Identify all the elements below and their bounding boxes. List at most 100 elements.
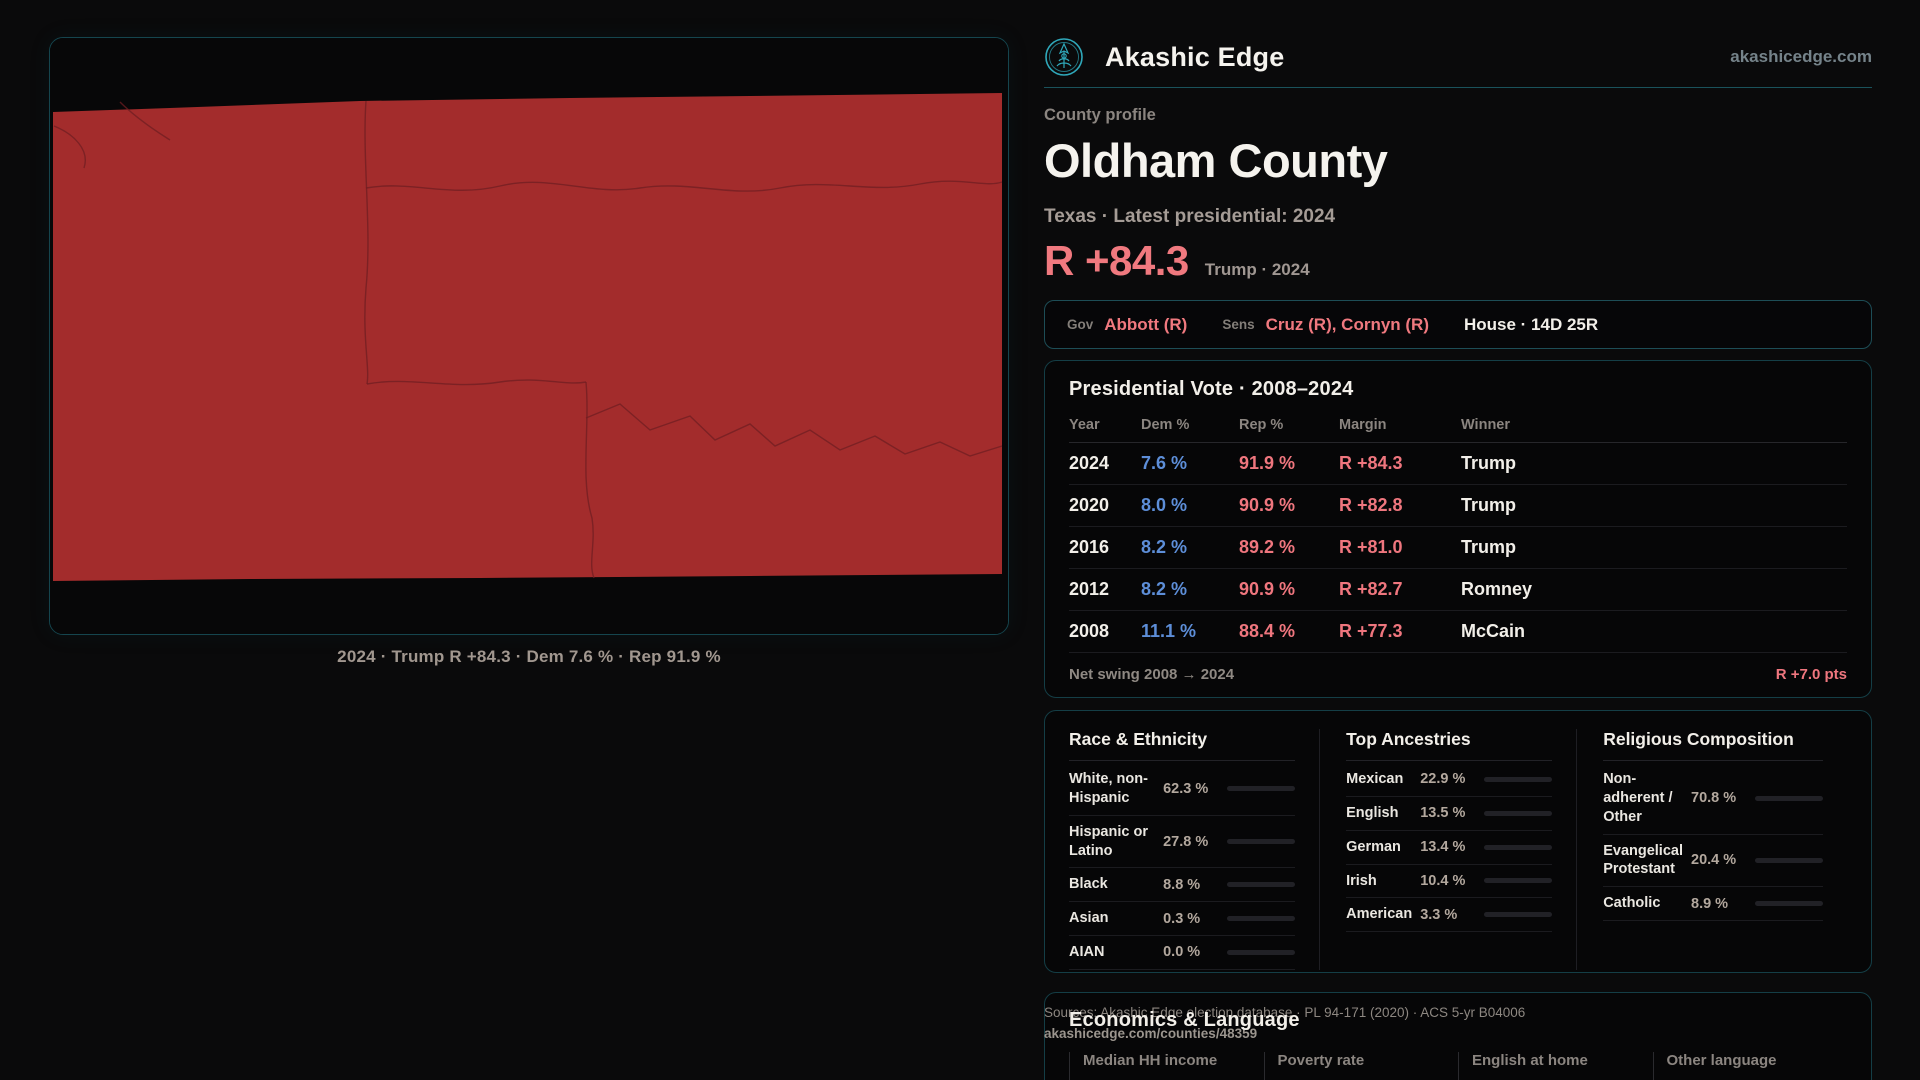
stat-value: 22.9 % (1420, 771, 1466, 788)
map-caption: 2024 · Trump R +84.3 · Dem 7.6 % · Rep 9… (337, 647, 721, 666)
stat-box-label: Median HH income (1083, 1052, 1218, 1069)
stat-bar (1755, 901, 1823, 907)
gov-value: Abbott (R) (1104, 314, 1188, 334)
margin-cell: R +82.8 (1339, 484, 1461, 527)
margin-cell: R +81.0 (1339, 526, 1461, 569)
map-card (49, 37, 1009, 635)
stat-value: 13.5 % (1420, 805, 1466, 822)
stat-value: 10.4 % (1420, 872, 1466, 889)
stat-box-value: 14.0 % (1667, 1076, 1848, 1080)
source-note: Sources: Akashic Edge election database … (1044, 1003, 1525, 1045)
winner-cell: Trump (1461, 442, 1847, 485)
winner-cell: Romney (1461, 568, 1847, 611)
officials-bar: Gov Abbott (R) Sens Cruz (R), Cornyn (R)… (1044, 300, 1872, 349)
stat-value: 8.8 % (1163, 876, 1201, 893)
kicker: County profile (1044, 106, 1156, 124)
stat-label: Evangelical Protestant (1603, 842, 1683, 878)
stat-row: Black 8.8 % (1069, 868, 1296, 903)
gov-label: Gov (1067, 317, 1094, 332)
margin-caption: Trump · 2024 (1204, 260, 1310, 279)
sens-value: Cruz (R), Cornyn (R) (1265, 314, 1429, 334)
margin-cell: R +77.3 (1339, 610, 1461, 653)
stat-box: Median HH income $73,929 (1069, 1052, 1264, 1080)
col-header-winner: Winner (1461, 411, 1847, 443)
pres-table-title: Presidential Vote · 2008–2024 (1069, 378, 1354, 400)
col-header-dem: Dem % (1141, 411, 1239, 443)
header-divider (1044, 87, 1872, 88)
stat-label: Non-adherent / Other (1603, 771, 1673, 825)
table-row: 2012 8.2 % 90.9 % R +82.7 Romney (1069, 568, 1847, 611)
ancestries-section: Top Ancestries Mexican 22.9 % English 13… (1319, 729, 1576, 970)
col-header-margin: Margin (1339, 411, 1461, 443)
stat-label: Black (1069, 876, 1108, 893)
margin-row: R +84.3 Trump · 2024 (1044, 237, 1310, 285)
stat-box: Other language 14.0 % (1652, 1052, 1848, 1080)
source-link[interactable]: akashicedge.com/counties/48359 (1044, 1025, 1258, 1041)
rep-cell: 89.2 % (1239, 526, 1339, 569)
table-row: 2024 7.6 % 91.9 % R +84.3 Trump (1069, 442, 1847, 485)
stat-box-label: Other language (1666, 1052, 1777, 1069)
source-line-1: Sources: Akashic Edge election database … (1044, 1005, 1526, 1020)
stat-label: English (1346, 804, 1399, 821)
page-subtitle: Texas · Latest presidential: 2024 (1044, 206, 1336, 227)
stat-row: English 13.5 % (1346, 797, 1553, 831)
stat-row: Catholic 8.9 % (1603, 887, 1823, 922)
sens-label: Sens (1222, 317, 1255, 332)
stat-value: 62.3 % (1163, 780, 1209, 797)
county-map[interactable] (50, 38, 1008, 634)
presidential-vote-card: Presidential Vote · 2008–2024 Year Dem %… (1044, 360, 1872, 698)
year-cell: 2012 (1069, 568, 1141, 611)
section-title: Religious Composition (1603, 729, 1794, 749)
stat-box-value: 20.7 % (1278, 1076, 1459, 1080)
stat-value: 0.3 % (1163, 910, 1201, 927)
section-title: Race & Ethnicity (1069, 729, 1208, 749)
stat-bar (1227, 882, 1296, 888)
stat-box: English at home 86.0 % (1458, 1052, 1653, 1080)
stat-bar (1755, 795, 1823, 801)
stat-bar (1227, 916, 1296, 922)
pres-table-header-row: Year Dem % Rep % Margin Winner (1069, 411, 1847, 443)
stat-bar (1227, 786, 1296, 792)
stat-box: Poverty rate 20.7 % (1263, 1052, 1459, 1080)
stat-bar (1484, 776, 1553, 782)
dem-cell: 8.2 % (1141, 568, 1239, 611)
stat-row: Irish 10.4 % (1346, 865, 1553, 899)
stat-bar (1484, 844, 1553, 850)
demographics-card: Race & Ethnicity White, non-Hispanic 62.… (1044, 710, 1872, 973)
brand-name: Akashic Edge (1105, 41, 1285, 72)
race-section: Race & Ethnicity White, non-Hispanic 62.… (1069, 729, 1319, 970)
stat-label: AIAN (1069, 944, 1105, 961)
stat-bar (1484, 810, 1553, 816)
stat-label: Mexican (1346, 771, 1404, 787)
county-border-lines (53, 100, 1003, 579)
stat-box-value: $73,929 (1083, 1076, 1264, 1080)
stat-value: 27.8 % (1163, 833, 1209, 850)
stat-bar (1755, 857, 1823, 863)
stat-row: Mexican 22.9 % (1346, 763, 1553, 797)
stat-box-label: Poverty rate (1277, 1052, 1365, 1069)
net-swing-value: R +7.0 pts (1775, 666, 1847, 683)
right-panel: Akashic Edge akashicedge.com County prof… (1044, 0, 1872, 1080)
stat-row: Evangelical Protestant 20.4 % (1603, 835, 1823, 888)
religion-section: Religious Composition Non-adherent / Oth… (1576, 729, 1847, 970)
stat-label: Irish (1346, 872, 1377, 889)
table-row: 2016 8.2 % 89.2 % R +81.0 Trump (1069, 526, 1847, 569)
stat-box-value: 86.0 % (1472, 1076, 1653, 1080)
rep-cell: 90.9 % (1239, 484, 1339, 527)
col-header-rep: Rep % (1239, 411, 1339, 443)
stat-bar (1227, 839, 1296, 845)
stat-value: 70.8 % (1691, 790, 1737, 807)
table-row: 2020 8.0 % 90.9 % R +82.8 Trump (1069, 484, 1847, 527)
stat-value: 8.9 % (1691, 895, 1729, 912)
year-cell: 2008 (1069, 610, 1141, 653)
winner-cell: Trump (1461, 484, 1847, 527)
stat-row: Non-adherent / Other 70.8 % (1603, 763, 1823, 835)
dem-cell: 8.2 % (1141, 526, 1239, 569)
house-value: House · 14D 25R (1464, 314, 1599, 334)
site-link[interactable]: akashicedge.com (1730, 47, 1872, 66)
section-title: Top Ancestries (1346, 729, 1471, 749)
table-row: 2008 11.1 % 88.4 % R +77.3 McCain (1069, 610, 1847, 653)
margin-cell: R +82.7 (1339, 568, 1461, 611)
stat-label: Asian (1069, 910, 1109, 927)
stat-bar (1484, 912, 1553, 918)
